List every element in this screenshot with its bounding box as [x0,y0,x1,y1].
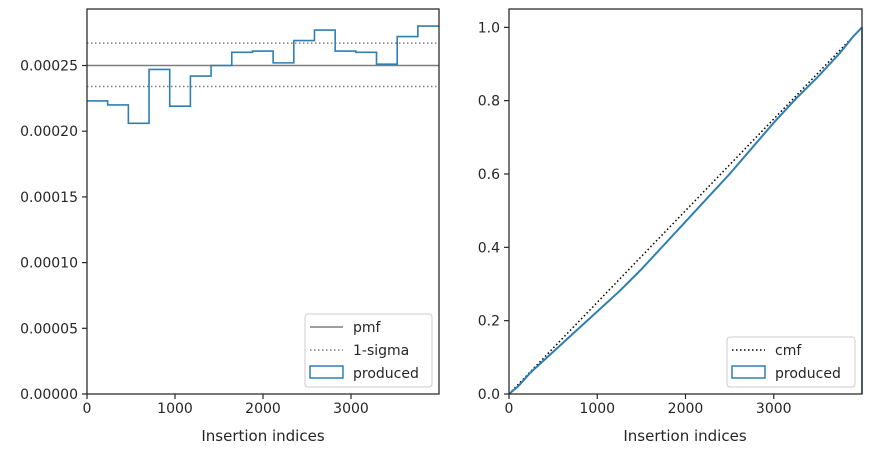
left-chart-panel: 0 1000 2000 3000 0.000000.000050.000100.000… [20,8,440,445]
left-legend-box [304,313,433,388]
left-y-tick-label: 0.00025 [20,59,78,75]
left-y-ticks: 0.00000 0.00005 0.00010 0.00015 0.00020 0.000… [20,59,87,403]
left-y-tick-label: 0.00000 [20,387,78,403]
right-legend-box [726,336,856,388]
left-x-tick-label: 1000 [157,401,193,417]
right-x-axis-label: Insertion indices [623,427,746,445]
legend-sigma-label: 1-sigma [353,343,409,359]
legend-pmf-label: pmf [353,320,382,336]
left-x-axis-label: Insertion indices [201,427,324,445]
left-x-ticks: 0 1000 2000 3000 [83,394,369,417]
left-y-tick-label: 0.00015 [20,190,78,206]
right-y-tick-label: 0.6 [478,167,500,183]
right-x-ticks: 0 1000 2000 3000 [505,394,792,417]
right-x-tick-label: 3000 [756,401,792,417]
legend-cmf-label: cmf [775,343,802,359]
left-y-tick-label: 0.00020 [20,124,78,140]
left-y-tick-label: 0.00010 [20,256,78,272]
left-plot-content [87,25,439,125]
left-x-tick-label: 0 [83,401,92,417]
right-chart-panel: 0 1000 2000 3000 0.0 0.2 0.4 0.6 0.8 1.0 Inserti… [478,8,863,445]
right-y-tick-label: 1.0 [478,20,500,36]
cmf-line [508,26,863,395]
left-x-tick-label: 3000 [333,401,369,417]
left-x-tick-label: 2000 [245,401,281,417]
left-y-tick-label: 0.00005 [20,321,78,337]
right-x-tick-label: 1000 [579,401,615,417]
right-x-tick-label: 2000 [668,401,704,417]
right-y-tick-label: 0.2 [478,314,500,330]
legend-produced-swatch-right [731,365,766,379]
right-y-tick-label: 0.0 [478,387,500,403]
right-y-tick-label: 0.4 [478,240,500,256]
legend-produced-label-right: produced [775,366,841,382]
right-x-tick-label: 0 [505,401,514,417]
right-y-tick-label: 0.8 [478,94,500,110]
right-legend[interactable]: cmf produced [726,336,856,388]
produced-cumulative-line [508,26,863,395]
produced-histogram-step [87,25,439,125]
left-legend[interactable]: pmf 1-sigma produced [304,313,433,388]
legend-produced-swatch-left [309,365,344,379]
right-axes-frame [508,8,863,395]
right-y-ticks: 0.0 0.2 0.4 0.6 0.8 1.0 [478,20,509,403]
legend-produced-label-left: produced [353,366,419,382]
